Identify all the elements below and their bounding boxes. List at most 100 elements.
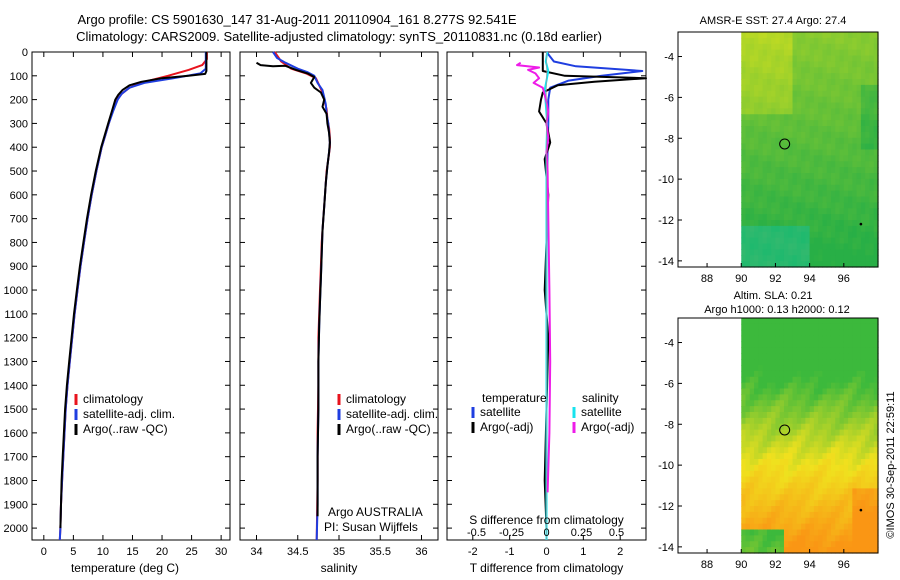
heatmap-cell [762,102,768,109]
heatmap-cell [775,535,781,542]
heatmap-cell [852,37,858,45]
heatmap-cell [835,482,841,489]
heatmap-cell [869,347,875,354]
heatmap-cell [741,400,747,407]
heatmap-cell [796,79,802,86]
heatmap-cell [741,482,747,489]
heatmap-cell [741,37,747,45]
heatmap-cell [865,329,871,337]
heatmap-cell [835,102,841,109]
heatmap-cell [839,231,845,239]
heatmap-cell [775,476,781,484]
heatmap-cell [745,394,751,401]
heatmap-cell [758,329,764,337]
heatmap-cell [758,167,764,174]
heatmap-cell [771,131,777,139]
heatmap-cell [826,423,832,431]
heatmap-cell [839,464,845,472]
heatmap-cell [796,535,802,542]
heatmap-cell [775,143,781,151]
heatmap-cell [745,126,751,133]
heatmap-cell [775,394,781,401]
heatmap-cell [749,102,755,109]
heatmap-cell [771,476,777,484]
heatmap-cell [779,412,785,419]
heatmap-cell [792,190,798,198]
heatmap-cell [809,102,815,109]
heatmap-cell [848,255,853,262]
heatmap-cell [865,249,871,256]
heatmap-cell [771,220,777,227]
heatmap-cell [869,523,875,531]
heatmap-cell [813,529,819,536]
heatmap-cell [822,32,828,39]
heatmap-cell [839,500,845,507]
heatmap-cell [826,523,832,531]
heatmap-cell [745,79,751,86]
heatmap-cell [852,406,858,413]
heatmap-cell [848,488,853,495]
heatmap-cell [779,459,785,466]
heatmap-cell [783,190,789,198]
heatmap-cell [754,214,759,221]
heatmap-cell [856,126,862,133]
y-tick-label: 2000 [4,523,28,535]
heatmap-cell [869,67,875,74]
heatmap-cell [792,529,798,536]
heatmap-cell [869,453,875,460]
heatmap-cell [754,329,759,337]
heatmap-cell [788,120,794,127]
heatmap-cell [826,517,832,525]
heatmap-cell [788,225,794,233]
heatmap-cell [762,178,768,186]
heatmap-cell [783,108,789,115]
heatmap-cell [796,55,802,62]
heatmap-cell [818,529,824,536]
heatmap-cell [856,43,862,51]
y-tick-label: 1400 [4,380,28,392]
heatmap-cell [783,547,789,554]
heatmap-cell [779,73,785,80]
heatmap-cell [809,149,815,156]
heatmap-cell [809,400,815,407]
heatmap-cell [813,388,819,395]
heatmap-cell [775,161,781,168]
heatmap-cell [826,488,832,495]
heatmap-cell [762,225,768,233]
heatmap-cell [749,196,755,203]
heatmap-cell [843,73,849,80]
heatmap-cell [758,61,764,68]
heatmap-cell [869,394,875,401]
heatmap-cell [818,535,824,542]
heatmap-cell [805,202,811,209]
heatmap-cell [843,323,849,331]
heatmap-cell [826,370,832,378]
heatmap-cell [741,318,747,325]
heatmap-cell [830,261,836,268]
heatmap-cell [801,249,806,256]
heatmap-cell [754,114,759,121]
heatmap-cell [766,341,772,348]
heatmap-cell [783,529,789,536]
heatmap-cell [826,114,832,121]
y-tick-label: 1800 [4,475,28,487]
heatmap-cell [745,417,751,425]
heatmap-cell [758,190,764,198]
heatmap-cell [745,347,751,354]
heatmap-cell [741,155,747,162]
heatmap-cell [783,120,789,127]
heatmap-cell [826,529,832,536]
heatmap-cell [766,494,772,501]
heatmap-cell [754,511,759,519]
heatmap-cell [801,231,806,239]
heatmap-cell [762,400,768,407]
heatmap-cell [830,394,836,401]
heatmap-cell [792,225,798,233]
heatmap-cell [813,220,819,227]
heatmap-cell [869,365,875,372]
heatmap-cell [749,412,755,419]
heatmap-cell [826,225,832,233]
heatmap-cell [873,341,879,348]
heatmap-cell [771,114,777,121]
heatmap-cell [779,488,785,495]
